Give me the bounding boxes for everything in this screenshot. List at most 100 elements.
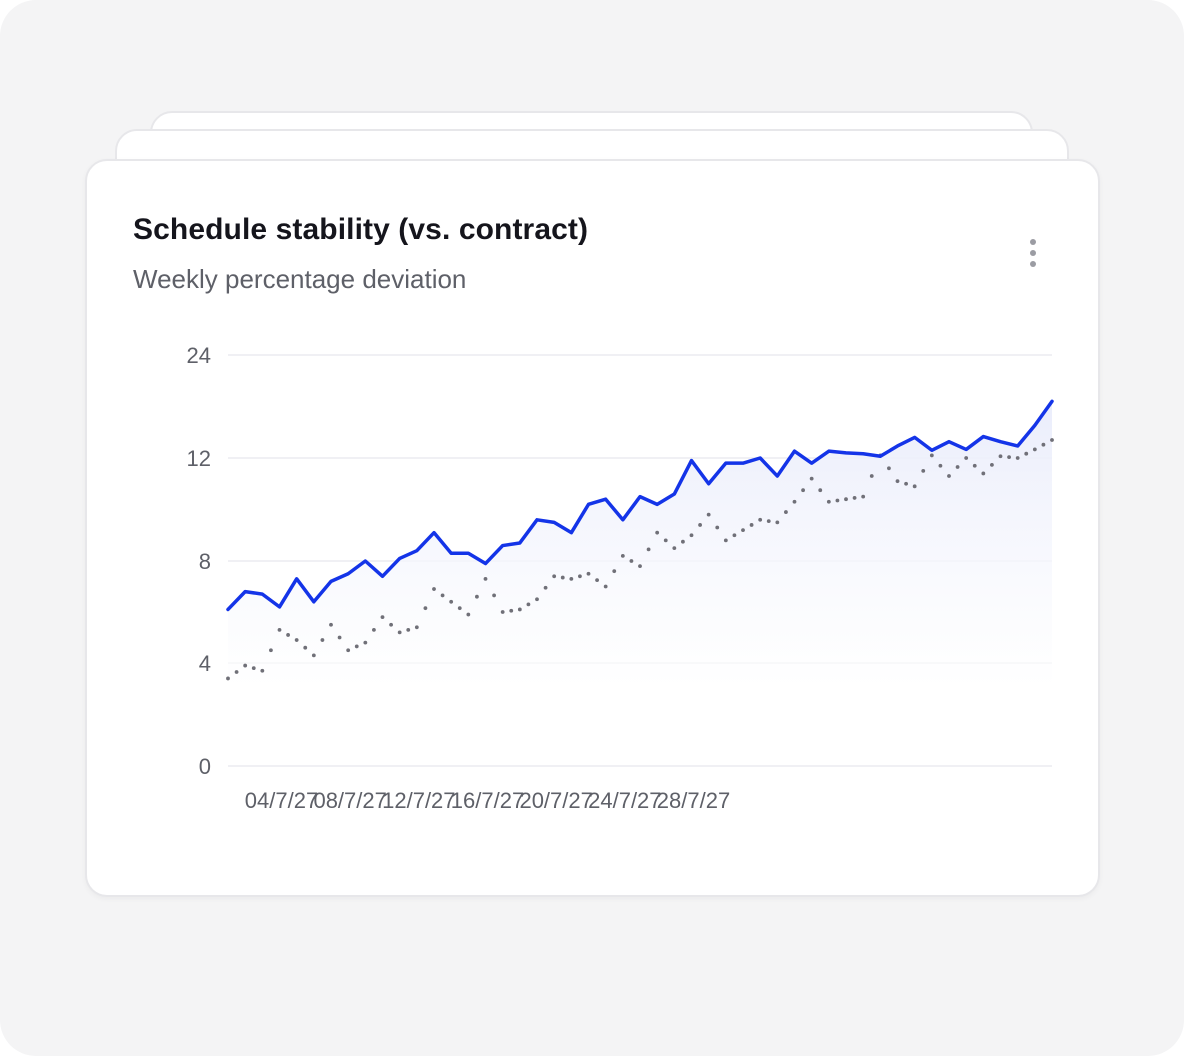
contract-point	[569, 576, 574, 581]
contract-point	[243, 663, 248, 668]
contract-point	[380, 615, 385, 619]
contract-dot	[904, 481, 908, 486]
contract-point	[517, 607, 522, 612]
contract-point	[311, 653, 316, 658]
contract-dot	[286, 633, 290, 637]
contract-point	[775, 520, 780, 525]
x-axis: 04/7/2708/7/2712/7/2716/7/2720/7/2724/7/…	[245, 788, 730, 813]
contract-point	[638, 564, 642, 568]
contract-dot	[1024, 451, 1029, 456]
contract-dot	[990, 462, 994, 467]
contract-dot	[354, 644, 359, 649]
contract-dot	[749, 523, 754, 527]
card-title: Schedule stability (vs. contract)	[133, 213, 589, 246]
contract-dot	[1007, 455, 1011, 460]
contract-point	[1050, 438, 1054, 442]
contract-dot	[457, 606, 462, 611]
contract-dot	[595, 578, 599, 583]
contract-dot	[612, 569, 617, 574]
x-tick-label: 16/7/27	[451, 788, 524, 813]
actual-line	[226, 399, 1054, 612]
x-tick-label: 04/7/27	[245, 788, 318, 813]
contract-point	[655, 530, 660, 535]
contract-dot	[766, 519, 771, 523]
contract-point	[329, 622, 333, 627]
contract-dot	[869, 474, 874, 478]
contract-point	[294, 638, 299, 642]
contract-point	[844, 497, 848, 502]
contract-dot	[646, 547, 651, 552]
contract-point	[947, 474, 951, 478]
contract-point	[672, 546, 677, 551]
contract-point	[689, 533, 694, 538]
contract-dot	[801, 488, 805, 493]
contract-dot	[440, 593, 445, 598]
contract-point	[1032, 447, 1037, 452]
contract-point	[500, 610, 505, 614]
contract-dot	[543, 585, 548, 590]
contract-point	[363, 640, 368, 645]
contract-dot	[492, 593, 496, 598]
contract-point	[912, 484, 917, 489]
contract-point	[964, 456, 969, 460]
contract-point	[826, 499, 831, 504]
contract-dot	[423, 606, 428, 611]
contract-point	[397, 630, 402, 635]
contract-point	[1015, 456, 1020, 460]
menu-dot	[1030, 250, 1036, 256]
contract-dot	[732, 533, 737, 538]
contract-point	[586, 571, 591, 576]
area-fill	[228, 401, 1052, 689]
y-tick-label: 4	[199, 651, 211, 676]
y-tick-label: 12	[187, 446, 211, 471]
x-tick-label: 20/7/27	[519, 788, 592, 813]
contract-point	[346, 648, 351, 653]
contract-dot	[835, 498, 840, 503]
menu-dot	[1030, 239, 1036, 245]
contract-series	[226, 438, 1054, 681]
contract-point	[466, 612, 471, 617]
contract-dot	[406, 627, 411, 632]
contract-point	[792, 499, 797, 504]
contract-dot	[629, 559, 634, 563]
contract-dot	[372, 627, 376, 632]
x-tick-label: 12/7/27	[382, 788, 455, 813]
contract-dot	[1041, 442, 1046, 447]
x-tick-label: 24/7/27	[588, 788, 661, 813]
contract-dot	[269, 648, 273, 653]
contract-point	[449, 599, 454, 604]
contract-point	[895, 479, 900, 484]
contract-dot	[303, 645, 308, 650]
contract-dot	[921, 468, 926, 473]
contract-dot	[818, 488, 823, 493]
y-tick-label: 24	[187, 343, 211, 368]
contract-dot	[234, 670, 239, 674]
contract-point	[981, 471, 986, 476]
contract-point	[741, 528, 745, 532]
contract-dot	[526, 602, 531, 607]
contract-point	[277, 627, 282, 632]
area-under-line	[228, 401, 1052, 689]
y-axis: 0 4 8 12 24	[187, 343, 211, 779]
contract-dot	[698, 523, 702, 527]
more-vertical-icon[interactable]	[1017, 233, 1049, 273]
contract-dot	[509, 608, 514, 613]
contract-point	[929, 453, 934, 458]
contract-dot	[560, 575, 565, 580]
y-tick-label: 0	[199, 754, 211, 779]
contract-dot	[972, 463, 977, 468]
contract-dot	[955, 465, 960, 469]
contract-dot	[251, 666, 256, 671]
contract-dot	[852, 496, 857, 500]
menu-dot	[1030, 261, 1036, 267]
contract-point	[603, 584, 608, 589]
card-subtitle: Weekly percentage deviation	[133, 264, 467, 294]
y-tick-label: 8	[199, 549, 211, 574]
contract-point	[861, 494, 866, 499]
contract-dot	[320, 638, 325, 642]
contract-dot	[337, 635, 342, 640]
contract-point	[706, 512, 711, 517]
x-tick-label: 28/7/27	[657, 788, 730, 813]
contract-dot	[715, 525, 720, 530]
contract-point	[998, 454, 1003, 459]
